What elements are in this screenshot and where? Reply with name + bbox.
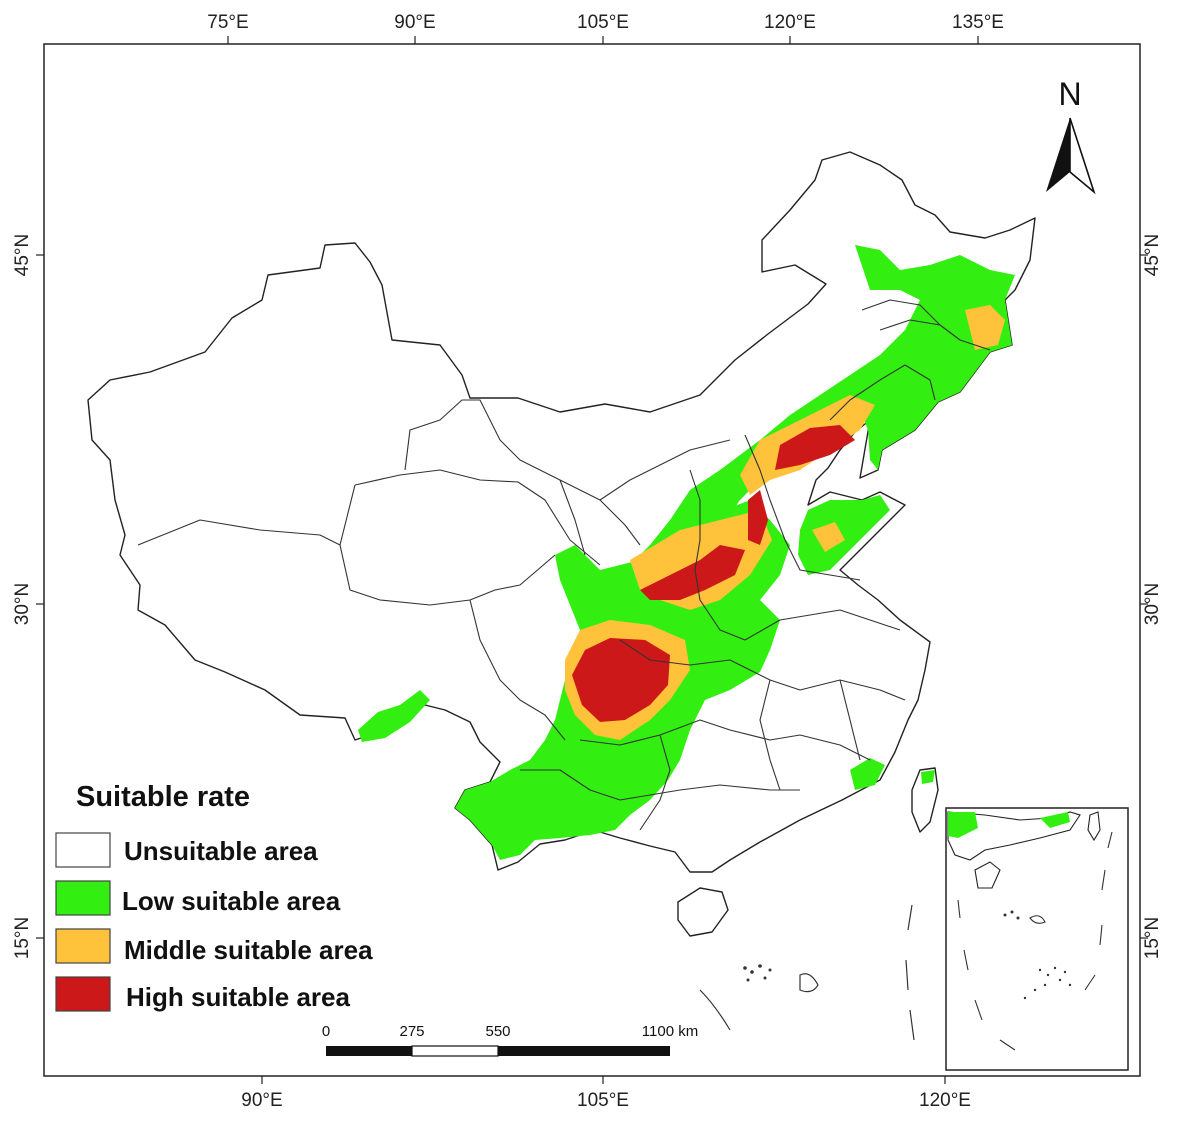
left-tick-45n: 45°N xyxy=(12,234,33,276)
border-line xyxy=(469,599,566,741)
south-sea-islands xyxy=(743,964,772,982)
province-borders xyxy=(137,299,991,831)
border-line xyxy=(599,439,731,501)
inset-islands xyxy=(1003,910,1072,1000)
legend-label-low: Low suitable area xyxy=(122,886,341,916)
border-line xyxy=(839,679,861,761)
inset-low-zone xyxy=(948,812,978,838)
scale-tick-0: 0 xyxy=(322,1023,330,1040)
left-latitude-ticks xyxy=(36,254,44,939)
scale-tick-550: 550 xyxy=(485,1023,510,1040)
border-line xyxy=(689,469,746,641)
north-arrow: N xyxy=(1046,76,1096,195)
right-tick-15n: 15°N xyxy=(1142,917,1163,959)
scale-bar: 0 275 550 1100 km xyxy=(322,1023,698,1057)
top-tick-135e: 135°E xyxy=(952,12,1004,33)
bottom-tick-90e: 90°E xyxy=(241,1090,282,1111)
border-line xyxy=(404,399,641,546)
low-zone-taiwan-north xyxy=(921,770,935,784)
legend-swatch-unsuitable xyxy=(55,832,111,868)
high-zone-north xyxy=(775,425,855,470)
high-zone-sichuan xyxy=(572,638,670,722)
north-arrow-left-half xyxy=(1046,118,1070,192)
low-zone-shandong xyxy=(798,495,890,575)
country-outline xyxy=(87,151,1036,873)
middle-zone-northeast xyxy=(965,305,1005,350)
bottom-tick-120e: 120°E xyxy=(919,1090,971,1111)
inset-hainan xyxy=(974,861,1001,889)
high-zone-taihang xyxy=(748,490,768,545)
legend-swatch-high xyxy=(55,976,111,1012)
low-zone-fujian xyxy=(850,758,885,790)
inset-map xyxy=(945,807,1129,1071)
top-tick-120e: 120°E xyxy=(764,12,816,33)
inset-frame xyxy=(945,807,1129,1071)
scale-segment-2 xyxy=(411,1045,499,1057)
border-line xyxy=(579,719,871,761)
legend-label-unsuitable: Unsuitable area xyxy=(124,836,318,866)
border-line xyxy=(354,469,601,566)
legend-label-high: High suitable area xyxy=(126,982,350,1012)
border-line xyxy=(639,734,671,831)
legend: Suitable rate Unsuitable area Low suitab… xyxy=(55,781,373,1012)
top-tick-90e: 90°E xyxy=(394,12,435,33)
high-zone-central xyxy=(640,545,745,600)
island-hainan xyxy=(677,887,729,937)
border-line xyxy=(861,299,941,326)
inset-taiwan xyxy=(1087,811,1101,842)
border-line xyxy=(829,364,936,421)
inset-low-zone-east xyxy=(1040,812,1070,828)
inset-dashes xyxy=(957,831,1113,1051)
bottom-longitude-ticks xyxy=(261,1076,946,1084)
border-line xyxy=(744,609,901,641)
top-tick-105e: 105°E xyxy=(577,12,629,33)
scale-segment-3 xyxy=(498,1046,670,1056)
island-taiwan xyxy=(911,767,939,833)
bottom-tick-105e: 105°E xyxy=(577,1090,629,1111)
north-arrow-label: N xyxy=(1058,76,1081,112)
border-line xyxy=(744,434,861,581)
left-tick-15n: 15°N xyxy=(12,917,33,959)
border-line xyxy=(520,769,800,801)
scale-tick-1100: 1100 km xyxy=(642,1023,698,1040)
low-zone-tibet-south xyxy=(358,690,430,742)
scale-tick-275: 275 xyxy=(399,1023,424,1040)
scale-segment-1 xyxy=(326,1046,412,1056)
right-latitude-ticks xyxy=(1140,254,1148,939)
top-longitude-ticks xyxy=(227,36,979,44)
top-tick-75e: 75°E xyxy=(207,12,248,33)
right-tick-45n: 45°N xyxy=(1142,234,1163,276)
border-line xyxy=(759,679,781,791)
left-tick-30n: 30°N xyxy=(12,583,33,625)
border-line xyxy=(339,544,556,606)
border-line xyxy=(137,484,356,546)
right-tick-30n: 30°N xyxy=(1142,583,1163,625)
border-line xyxy=(559,479,586,556)
north-arrow-right-half xyxy=(1069,117,1096,195)
sea-boundary-dashes xyxy=(699,904,915,1041)
legend-swatch-middle xyxy=(55,928,111,964)
legend-swatch-low xyxy=(55,880,111,916)
legend-label-middle: Middle suitable area xyxy=(124,935,373,965)
high-suitable-zone xyxy=(572,425,855,722)
legend-title: Suitable rate xyxy=(76,781,250,813)
middle-zone-shandong xyxy=(812,522,845,552)
